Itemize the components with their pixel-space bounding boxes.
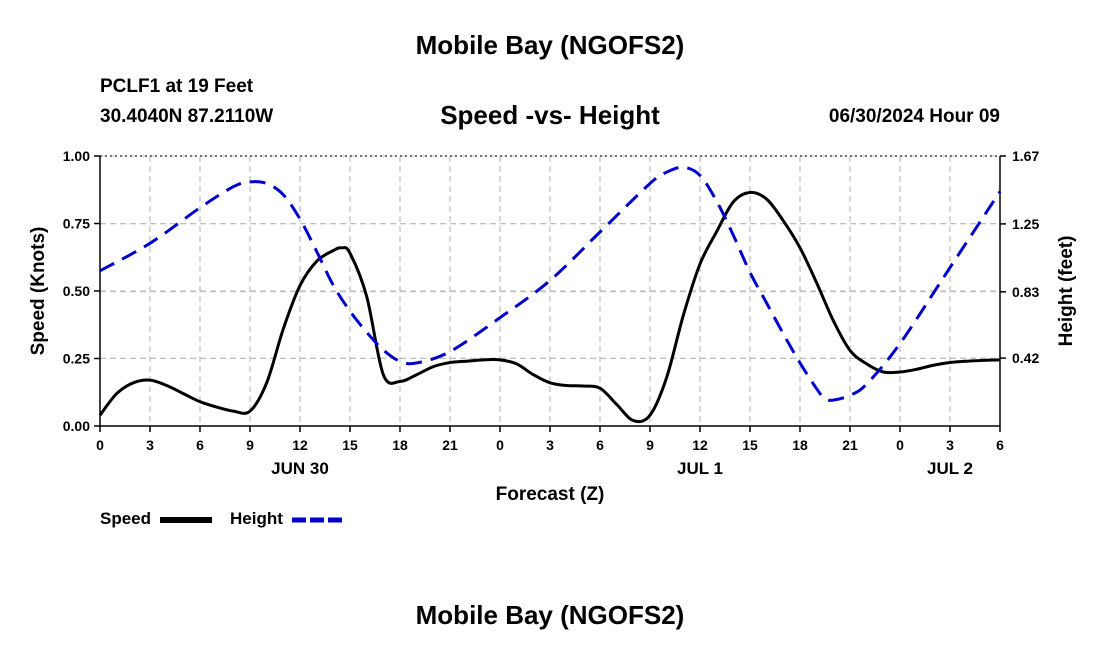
legend-speed-label: Speed — [100, 509, 152, 528]
y-tick-label: 1.00 — [63, 148, 90, 164]
x-tick-label: 9 — [646, 437, 654, 453]
x-tick-label: 15 — [742, 437, 758, 453]
x-tick-label: 3 — [946, 437, 954, 453]
x-axis-title: Forecast (Z) — [496, 484, 605, 505]
x-tick-label: 18 — [392, 437, 408, 453]
x-tick-label: 12 — [292, 437, 308, 453]
chart-subtitle: Speed -vs- Height — [440, 100, 660, 130]
legend-height-label: Height — [230, 509, 283, 528]
x-tick-label: 0 — [896, 437, 904, 453]
date-label: JUL 1 — [677, 459, 723, 478]
date-label: JUL 2 — [927, 459, 973, 478]
x-tick-label: 0 — [96, 437, 104, 453]
y2-tick-label: 1.67 — [1012, 148, 1039, 164]
x-tick-label: 6 — [996, 437, 1004, 453]
x-tick-label: 6 — [196, 437, 204, 453]
y2-tick-label: 0.42 — [1012, 350, 1039, 366]
series-line-speed — [98, 190, 1001, 424]
y-tick-label: 0.00 — [63, 418, 90, 434]
x-tick-label: 3 — [146, 437, 154, 453]
x-tick-label: 21 — [842, 437, 858, 453]
footer-title: Mobile Bay (NGOFS2) — [415, 600, 685, 630]
y2-tick-label: 0.83 — [1012, 284, 1039, 300]
x-tick-label: 18 — [792, 437, 808, 453]
x-tick-label: 15 — [342, 437, 358, 453]
y-tick-label: 0.75 — [63, 216, 90, 232]
x-tick-label: 21 — [442, 437, 458, 453]
x-tick-label: 12 — [692, 437, 708, 453]
y2-axis-title: Height (feet) — [1056, 236, 1077, 347]
x-tick-label: 0 — [496, 437, 504, 453]
x-tick-label: 3 — [546, 437, 554, 453]
station-label: PCLF1 at 19 Feet — [100, 76, 254, 97]
coordinates-label: 30.4040N 87.2110W — [100, 106, 274, 127]
series-line-height — [99, 165, 1002, 402]
y-axis-title: Speed (Knots) — [28, 227, 49, 356]
date-label: JUN 30 — [271, 459, 329, 478]
y2-tick-label: 1.25 — [1012, 216, 1039, 232]
y-tick-label: 0.50 — [63, 283, 90, 299]
chart-title: Mobile Bay (NGOFS2) — [415, 30, 685, 60]
x-tick-label: 9 — [246, 437, 254, 453]
x-tick-label: 6 — [596, 437, 604, 453]
y-tick-label: 0.25 — [63, 351, 90, 367]
timestamp-label: 06/30/2024 Hour 09 — [828, 106, 1000, 127]
